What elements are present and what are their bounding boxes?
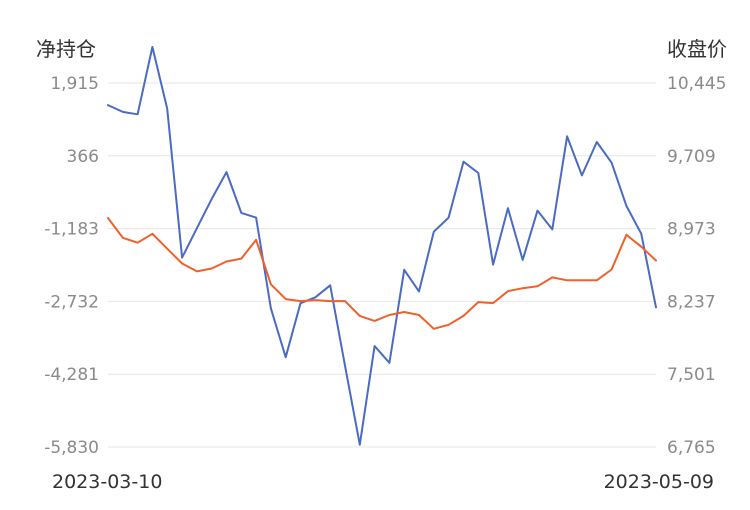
right-tick-label: 8,973 [667, 220, 716, 240]
right-axis-title: 收盘价 [667, 37, 727, 61]
x-start-date-label: 2023-03-10 [52, 471, 162, 493]
left-tick-label: 366 [67, 147, 99, 167]
x-end-date-label: 2023-05-09 [604, 471, 714, 493]
right-tick-label: 8,237 [667, 292, 716, 312]
series-lines [107, 46, 657, 446]
net-position-series-line [107, 46, 657, 446]
left-tick-label: -5,830 [44, 438, 99, 458]
left-tick-label: -1,183 [44, 220, 99, 240]
right-tick-label: 10,445 [667, 74, 726, 94]
left-tick-label: -4,281 [44, 365, 99, 385]
left-tick-label: -2,732 [44, 292, 99, 312]
right-axis-ticks: 10,445 9,709 8,973 8,237 7,501 6,765 [667, 74, 726, 458]
left-tick-label: 1,915 [50, 74, 99, 94]
left-axis-title: 净持仓 [36, 37, 96, 61]
close-price-series-line [107, 217, 657, 330]
right-tick-label: 9,709 [667, 147, 716, 167]
right-tick-label: 6,765 [667, 438, 716, 458]
left-axis-ticks: 1,915 366 -1,183 -2,732 -4,281 -5,830 [44, 74, 99, 458]
right-tick-label: 7,501 [667, 365, 716, 385]
grid-lines [108, 82, 656, 448]
